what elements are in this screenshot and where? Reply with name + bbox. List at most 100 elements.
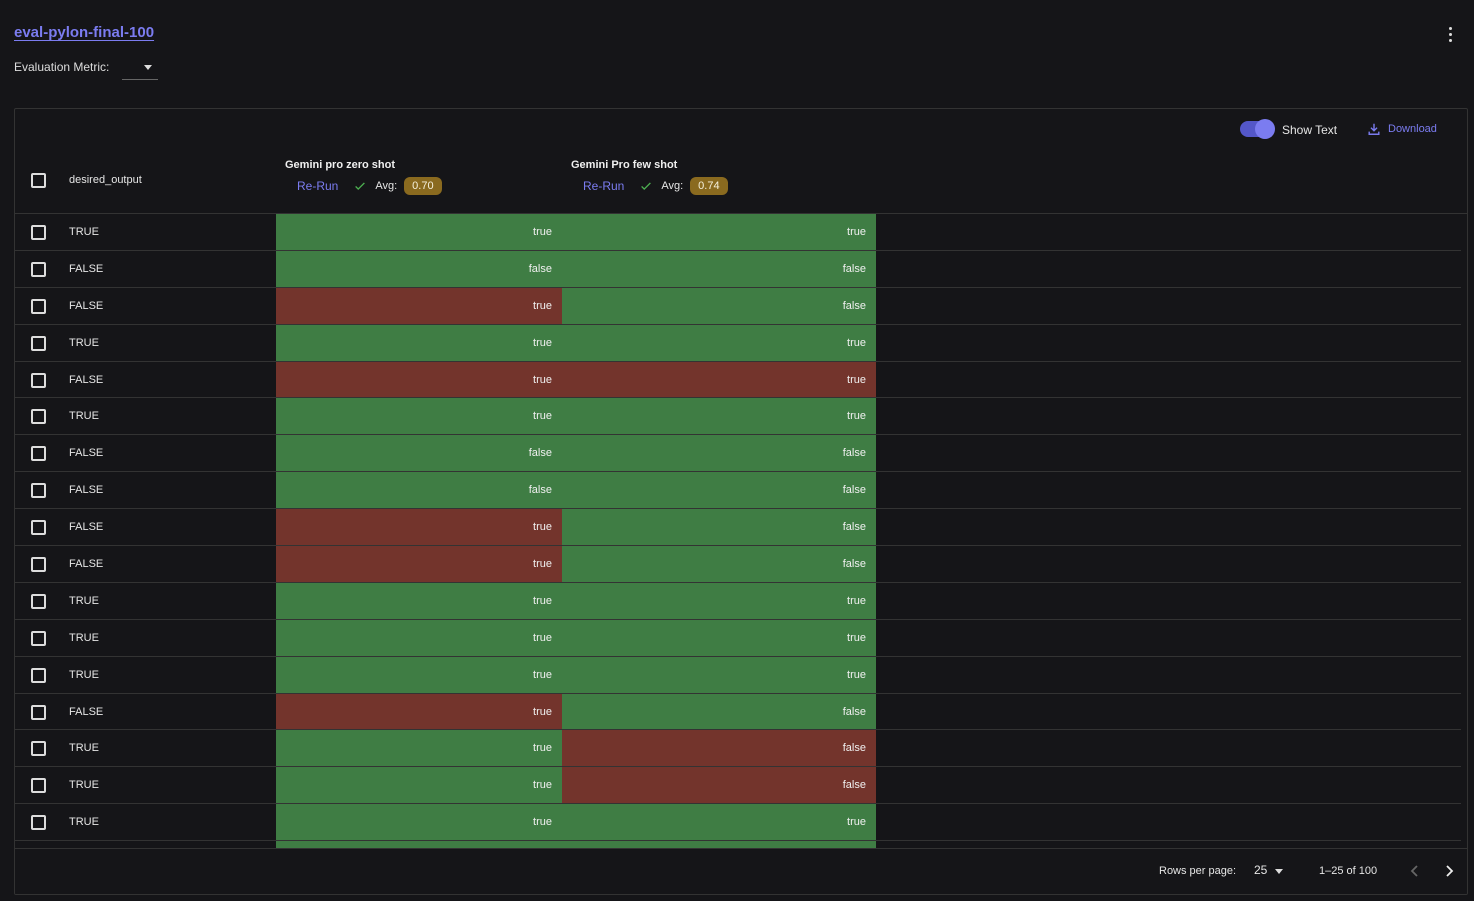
row-checkbox[interactable] xyxy=(31,483,46,499)
model-output-cell[interactable]: false xyxy=(276,250,562,287)
desired-output-cell: TRUE xyxy=(69,668,99,681)
download-icon xyxy=(1368,123,1380,135)
row-checkbox[interactable] xyxy=(31,225,46,240)
model-output-cell[interactable]: true xyxy=(276,398,562,435)
model-output-cell[interactable]: true xyxy=(562,656,876,693)
row-checkbox[interactable] xyxy=(31,520,46,536)
model-output-cell[interactable]: false xyxy=(562,730,876,767)
desired-output-cell: TRUE xyxy=(69,594,99,607)
chevron-right-icon[interactable] xyxy=(1439,861,1459,881)
model-output-cell[interactable]: true xyxy=(276,287,562,324)
desired-output-cell: FALSE xyxy=(69,262,104,275)
model-output-cell[interactable]: true xyxy=(276,767,562,804)
row-checkbox[interactable] xyxy=(31,557,46,573)
download-button[interactable]: Download xyxy=(1367,122,1437,136)
desired-output-cell: FALSE xyxy=(69,558,104,571)
model-output-cell[interactable]: true xyxy=(562,361,876,398)
rerun-button[interactable]: Re-Run xyxy=(583,179,625,193)
model-output-cell[interactable]: true xyxy=(276,693,562,730)
model-output-cell[interactable]: true xyxy=(562,804,876,841)
toggle-knob xyxy=(1255,119,1275,139)
select-all-checkbox[interactable] xyxy=(31,173,46,188)
model-output-cell[interactable]: false xyxy=(562,250,876,287)
model-output-cell[interactable]: false xyxy=(562,693,876,730)
desired-output-cell: TRUE xyxy=(69,226,99,238)
row-checkbox[interactable] xyxy=(31,409,46,425)
desired-output-cell: TRUE xyxy=(69,816,99,829)
show-text-toggle[interactable] xyxy=(1240,119,1275,139)
desired-output-cell: FALSE xyxy=(69,705,104,718)
model-output-cell[interactable]: true xyxy=(276,804,562,841)
desired-output-cell: FALSE xyxy=(69,521,104,534)
model-output-cell[interactable]: true xyxy=(276,730,562,767)
table-row: FALSE true false xyxy=(15,693,1461,731)
table-row: FALSE true false xyxy=(15,546,1461,583)
model-output-cell[interactable]: false xyxy=(562,472,876,509)
model-output-cell[interactable]: false xyxy=(562,287,876,324)
chevron-left-icon[interactable] xyxy=(1405,861,1425,881)
model-output-cell[interactable]: false xyxy=(276,435,562,472)
table-body: TRUE true true FALSE false false FALSE true fals… xyxy=(15,214,1461,879)
table-row: TRUE true false xyxy=(15,730,1461,768)
row-checkbox[interactable] xyxy=(31,261,46,277)
table-row: FALSE true false xyxy=(15,509,1461,547)
evaluation-metric-select[interactable] xyxy=(122,56,158,80)
model-output-cell[interactable]: true xyxy=(276,546,562,582)
model-output-cell[interactable]: true xyxy=(562,582,876,619)
row-checkbox[interactable] xyxy=(31,446,46,462)
row-checkbox[interactable] xyxy=(31,335,46,351)
model-output-cell[interactable]: false xyxy=(562,767,876,804)
rows-per-page-label: Rows per page: xyxy=(1159,865,1237,877)
row-checkbox[interactable] xyxy=(31,593,46,609)
row-checkbox[interactable] xyxy=(31,630,46,646)
model-output-cell[interactable]: false xyxy=(562,435,876,472)
row-checkbox[interactable] xyxy=(31,815,46,831)
check-icon xyxy=(355,182,366,191)
more-vertical-icon[interactable] xyxy=(1440,24,1460,44)
model-output-cell[interactable]: true xyxy=(562,214,876,250)
model-output-cell[interactable]: false xyxy=(276,472,562,509)
row-checkbox[interactable] xyxy=(31,704,46,720)
model-output-cell[interactable]: true xyxy=(276,361,562,398)
model-output-cell[interactable]: true xyxy=(276,214,562,250)
row-checkbox[interactable] xyxy=(31,372,46,388)
row-checkbox[interactable] xyxy=(31,778,46,794)
desired-output-header: desired_output xyxy=(69,174,142,186)
model-output-cell[interactable]: true xyxy=(276,324,562,361)
avg-label: Avg: xyxy=(661,180,684,192)
desired-output-cell: TRUE xyxy=(69,779,99,792)
model-output-cell[interactable]: true xyxy=(562,324,876,361)
model-column-header: Gemini pro zero shot Re-Run Avg: 0.70 xyxy=(285,159,442,195)
model-output-cell[interactable]: true xyxy=(276,509,562,546)
desired-output-cell: TRUE xyxy=(69,631,99,644)
model-output-cell[interactable]: false xyxy=(562,546,876,582)
model-output-cell[interactable]: false xyxy=(562,509,876,546)
table-header: desired_output Gemini pro zero shot Re-R… xyxy=(15,149,1467,214)
desired-output-cell: TRUE xyxy=(69,742,99,755)
results-panel: Show Text Download desired_output Gemini… xyxy=(14,108,1468,895)
model-output-cell[interactable]: true xyxy=(562,398,876,435)
rows-per-page-select[interactable]: 25 xyxy=(1254,863,1285,877)
desired-output-cell: FALSE xyxy=(69,484,104,497)
model-output-cell[interactable]: true xyxy=(276,582,562,619)
desired-output-cell: TRUE xyxy=(69,336,99,349)
row-checkbox[interactable] xyxy=(31,741,46,757)
model-output-cell[interactable]: true xyxy=(562,619,876,656)
row-checkbox[interactable] xyxy=(31,667,46,683)
table-row: FALSE true false xyxy=(15,287,1461,325)
table-row: FALSE false false xyxy=(15,250,1461,288)
model-name: Gemini pro zero shot xyxy=(285,159,396,171)
desired-output-cell: FALSE xyxy=(69,447,104,460)
download-label: Download xyxy=(1388,123,1437,135)
rerun-button[interactable]: Re-Run xyxy=(297,179,339,193)
model-output-cell[interactable]: true xyxy=(276,656,562,693)
desired-output-cell: FALSE xyxy=(69,299,104,312)
model-output-cell[interactable]: true xyxy=(276,619,562,656)
row-checkbox[interactable] xyxy=(31,298,46,314)
page-title[interactable]: eval-pylon-final-100 xyxy=(14,24,155,41)
